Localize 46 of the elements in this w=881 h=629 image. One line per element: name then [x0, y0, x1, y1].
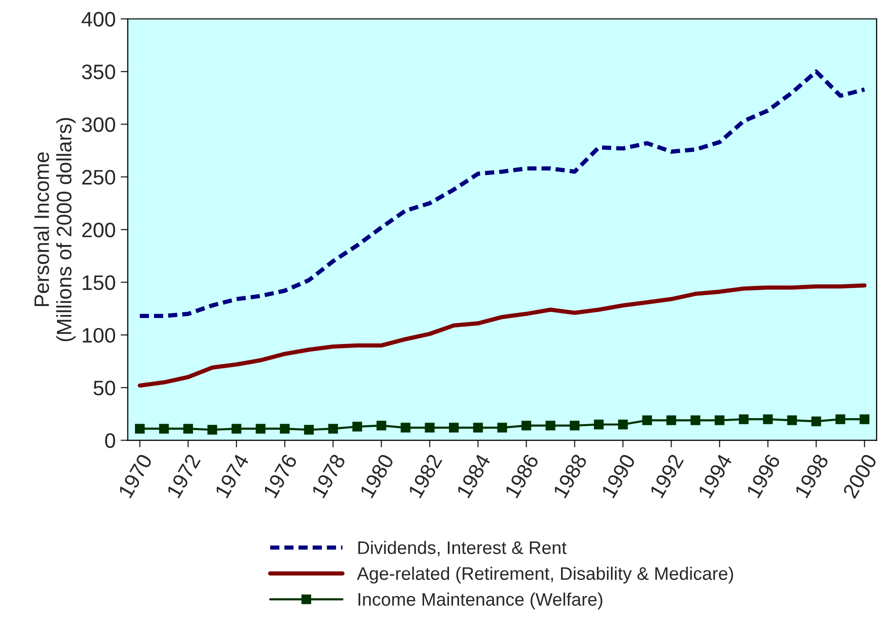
point	[690, 415, 700, 426]
point	[207, 424, 218, 435]
point	[811, 416, 822, 426]
point	[473, 422, 483, 433]
point	[352, 422, 362, 432]
y-tick-label: 50	[94, 380, 116, 396]
legend-label: Dividends, Interest & Rent	[358, 540, 566, 556]
point	[860, 414, 870, 424]
point	[400, 422, 410, 433]
y-tick-label: 300	[82, 117, 116, 132]
y-tick-label: 350	[82, 64, 116, 80]
point	[738, 414, 749, 424]
point	[448, 422, 459, 433]
point	[594, 420, 604, 430]
y-tick-label: 0	[105, 433, 116, 448]
point	[328, 424, 338, 434]
point	[666, 415, 676, 426]
point	[159, 424, 169, 434]
point	[763, 414, 773, 424]
point	[714, 415, 724, 426]
point	[618, 420, 628, 430]
legend-label: Income Maintenance (Welfare)	[358, 592, 602, 610]
legend-label: Age-related (Retirement, Disability & Medicare)	[356, 566, 734, 584]
line-series	[138, 69, 867, 318]
point	[134, 424, 145, 434]
y-tick-label: 150	[82, 275, 116, 290]
point	[256, 424, 266, 434]
y-tick-label: 400	[82, 12, 116, 27]
point	[570, 420, 580, 430]
point	[642, 415, 652, 426]
point	[497, 422, 508, 433]
point	[521, 420, 532, 430]
point	[280, 424, 290, 434]
y-tick-label: 100	[82, 328, 116, 343]
line-series	[138, 283, 867, 388]
point	[836, 414, 846, 424]
y-axis-title: Personal Income (Millions of 2000 dollars)	[34, 118, 76, 342]
point	[232, 424, 242, 434]
point	[183, 424, 193, 434]
point	[787, 415, 797, 426]
point	[546, 420, 556, 430]
y-tick-label: 250	[82, 170, 116, 185]
point	[304, 424, 314, 435]
y-tick-label: 200	[82, 222, 116, 238]
point	[376, 420, 386, 430]
point	[424, 422, 435, 433]
